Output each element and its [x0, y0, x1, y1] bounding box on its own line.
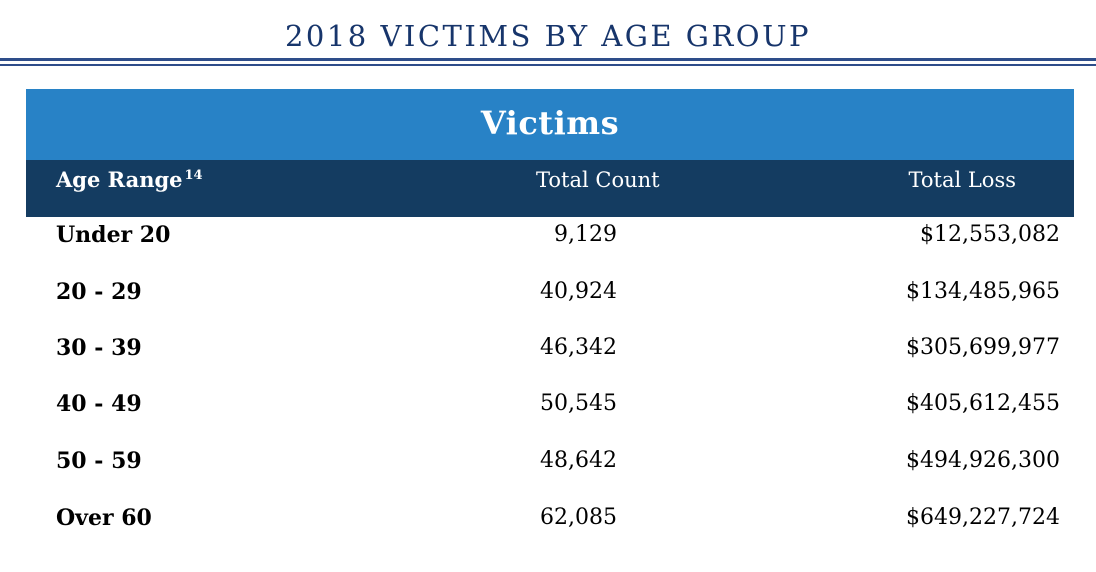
total-count-cell: 48,642: [540, 448, 617, 473]
title-rule-thick: [0, 58, 1096, 61]
age-range-footnote: 14: [184, 168, 203, 183]
column-header-total-count: Total Count: [536, 168, 660, 192]
age-range-cell: Under 20: [56, 222, 171, 248]
total-loss-cell: $649,227,724: [906, 505, 1060, 530]
victims-banner: Victims: [26, 89, 1074, 160]
table-row: 20 - 29 40,924 $134,485,965: [26, 272, 1074, 312]
table-row: Under 20 9,129 $12,553,082: [26, 215, 1074, 255]
total-count-cell: 40,924: [540, 279, 617, 304]
total-count-cell: 9,129: [554, 222, 617, 247]
total-loss-cell: $494,926,300: [906, 448, 1060, 473]
page-title: 2018 VICTIMS BY AGE GROUP: [284, 19, 812, 53]
total-loss-cell: $134,485,965: [906, 279, 1060, 304]
age-range-cell: 30 - 39: [56, 335, 142, 361]
total-count-cell: 62,085: [540, 505, 617, 530]
table-row: Over 60 62,085 $649,227,724: [26, 498, 1074, 538]
age-range-label: Age Range: [56, 167, 183, 192]
total-count-cell: 50,545: [540, 391, 617, 416]
age-range-cell: Over 60: [56, 505, 152, 531]
column-header-age-range: Age Range 14: [56, 166, 203, 194]
age-range-cell: 20 - 29: [56, 279, 142, 305]
table-row: 30 - 39 46,342 $305,699,977: [26, 328, 1074, 368]
table-row: 50 - 59 48,642 $494,926,300: [26, 441, 1074, 481]
column-header-total-loss: Total Loss: [908, 168, 1016, 192]
total-loss-cell: $405,612,455: [906, 391, 1060, 416]
total-loss-cell: $12,553,082: [920, 222, 1060, 247]
title-rule-thin: [0, 64, 1096, 66]
table-header-row: Age Range 14 Total Count Total Loss: [26, 160, 1074, 217]
victims-banner-label: Victims: [480, 103, 620, 142]
table-row: 40 - 49 50,545 $405,612,455: [26, 384, 1074, 424]
total-count-cell: 46,342: [540, 335, 617, 360]
age-range-cell: 40 - 49: [56, 391, 142, 417]
total-loss-cell: $305,699,977: [906, 335, 1060, 360]
age-range-cell: 50 - 59: [56, 448, 142, 474]
